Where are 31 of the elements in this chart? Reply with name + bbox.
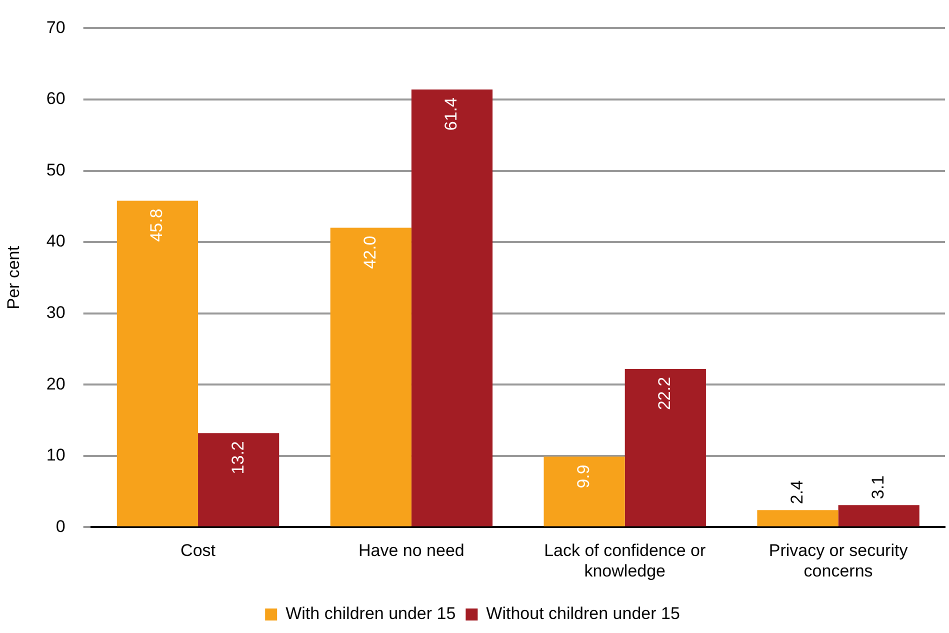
y-tick-label: 40 [46,232,66,251]
x-tick-label: Privacy or security concerns [768,541,908,580]
data-label: 9.9 [574,464,594,488]
x-tick-label: Cost [180,541,216,560]
data-label: 3.1 [868,475,888,500]
data-label: 42.0 [360,236,380,269]
legend-label: With children under 15 [286,604,456,624]
y-tick-label: 30 [46,303,66,322]
data-label: 61.4 [442,98,461,131]
bar [544,456,625,526]
bar [198,433,280,526]
data-label: 13.2 [228,441,248,474]
data-label: 45.8 [147,208,166,242]
data-label: 22.2 [655,376,674,410]
x-tick-label: Have no need [358,541,464,560]
bar [116,200,198,526]
data-label: 2.4 [787,480,806,504]
bar [838,505,920,526]
y-axis-title: Per cent [4,246,23,310]
y-tick-label: 20 [46,374,66,394]
y-tick-label: 50 [46,160,66,180]
x-tick-label: Lack of confidence or knowledge [544,541,706,580]
bar [411,90,493,526]
y-tick-label: 60 [46,89,66,108]
bar [624,368,706,526]
y-tick-label: 10 [46,446,66,465]
legend-label: Without children under 15 [486,604,680,624]
y-tick-label: 70 [46,18,66,37]
bar [330,228,412,526]
y-tick-label: 0 [56,516,66,536]
bar [757,510,838,526]
